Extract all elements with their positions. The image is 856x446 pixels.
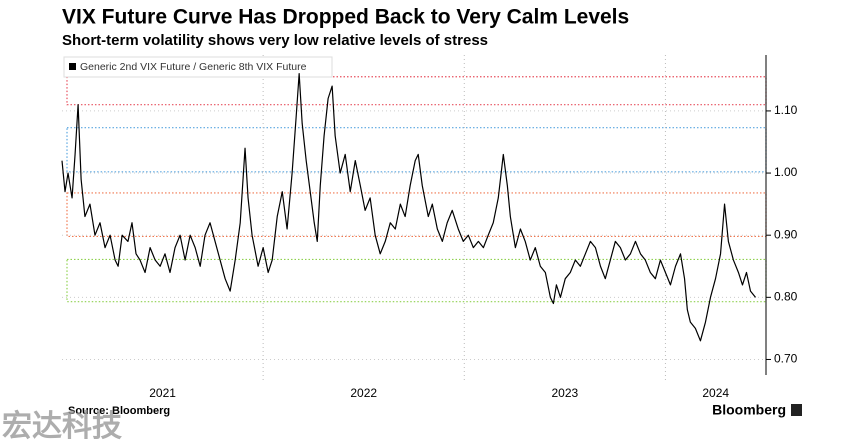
- line-series: [61, 73, 757, 342]
- legend-swatch: [69, 63, 76, 70]
- x-tick-label: 2024: [702, 386, 729, 400]
- brand-icon: [791, 404, 802, 416]
- legend-box: [63, 56, 333, 78]
- brand: Bloomberg: [712, 402, 786, 418]
- band: [66, 127, 767, 173]
- band: [66, 76, 767, 106]
- y-tick-label: 0.80: [774, 290, 798, 304]
- x-tick-label: 2022: [350, 386, 377, 400]
- x-tick-label: 2021: [149, 386, 176, 400]
- watermark: 宏达科技: [2, 409, 122, 443]
- chart-title: VIX Future Curve Has Dropped Back to Ver…: [62, 6, 629, 29]
- y-tick-label: 1.00: [774, 165, 798, 179]
- y-tick-label: 0.70: [774, 352, 798, 366]
- legend-label: Generic 2nd VIX Future / Generic 8th VIX…: [80, 61, 307, 73]
- x-tick-label: 2023: [552, 386, 579, 400]
- y-tick-label: 1.10: [774, 103, 798, 117]
- chart-subtitle: Short-term volatility shows very low rel…: [62, 32, 488, 49]
- band: [66, 192, 767, 238]
- source: Source: Bloomberg: [68, 405, 170, 417]
- y-tick-label: 0.90: [774, 227, 798, 241]
